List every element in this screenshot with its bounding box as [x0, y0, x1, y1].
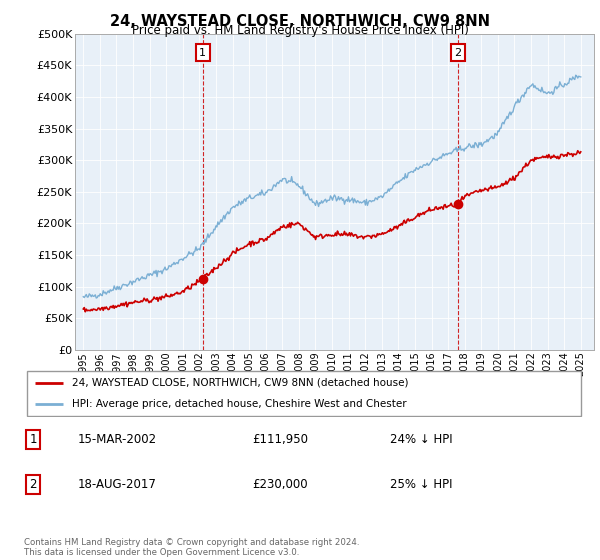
Text: 2: 2 [454, 48, 461, 58]
Text: 24, WAYSTEAD CLOSE, NORTHWICH, CW9 8NN (detached house): 24, WAYSTEAD CLOSE, NORTHWICH, CW9 8NN (… [71, 378, 408, 388]
Text: 2: 2 [29, 478, 37, 491]
Text: 24% ↓ HPI: 24% ↓ HPI [390, 433, 452, 446]
Text: 15-MAR-2002: 15-MAR-2002 [78, 433, 157, 446]
Text: Price paid vs. HM Land Registry's House Price Index (HPI): Price paid vs. HM Land Registry's House … [131, 24, 469, 37]
Text: 1: 1 [29, 433, 37, 446]
Text: 18-AUG-2017: 18-AUG-2017 [78, 478, 157, 491]
Text: Contains HM Land Registry data © Crown copyright and database right 2024.
This d: Contains HM Land Registry data © Crown c… [24, 538, 359, 557]
Text: 24, WAYSTEAD CLOSE, NORTHWICH, CW9 8NN: 24, WAYSTEAD CLOSE, NORTHWICH, CW9 8NN [110, 14, 490, 29]
Text: 1: 1 [199, 48, 206, 58]
Text: HPI: Average price, detached house, Cheshire West and Chester: HPI: Average price, detached house, Ches… [71, 399, 406, 409]
Text: 25% ↓ HPI: 25% ↓ HPI [390, 478, 452, 491]
FancyBboxPatch shape [27, 371, 581, 416]
Text: £230,000: £230,000 [252, 478, 308, 491]
Text: £111,950: £111,950 [252, 433, 308, 446]
